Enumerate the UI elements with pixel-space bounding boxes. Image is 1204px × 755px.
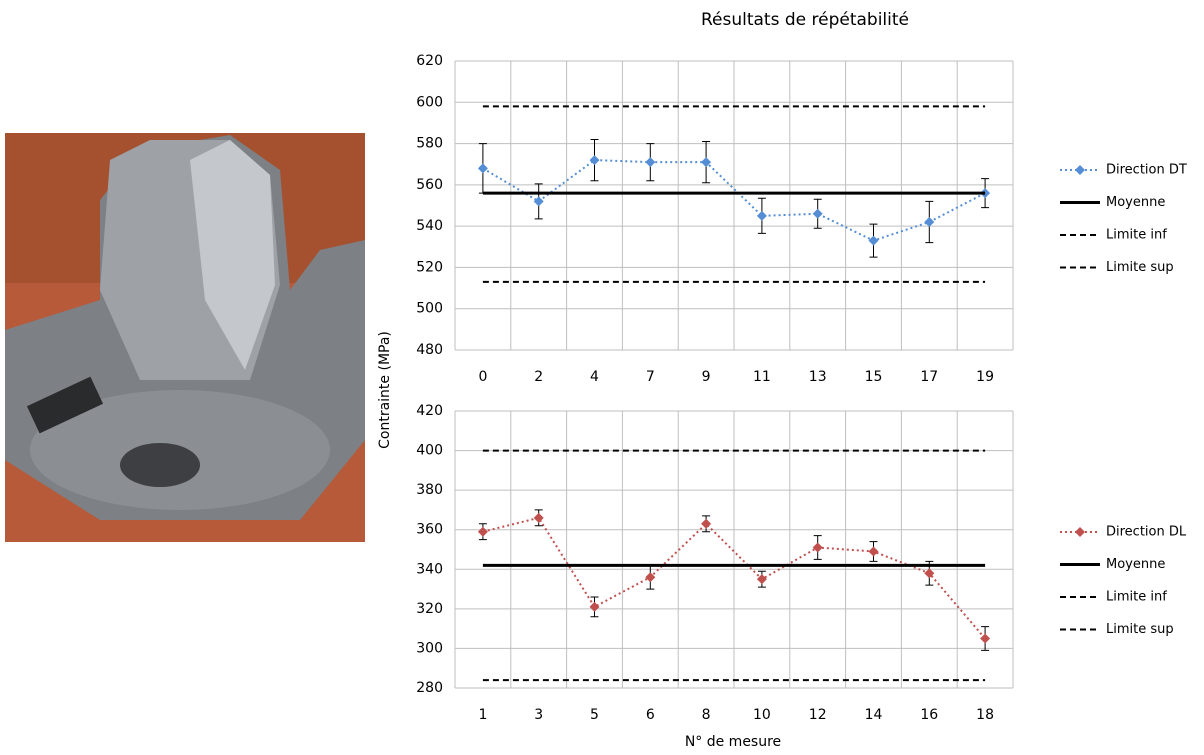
y-tick-label: 340: [416, 561, 443, 577]
series-line: [482, 516, 986, 640]
legend-label: Limite inf: [1106, 590, 1167, 605]
x-tick-label: 7: [646, 369, 655, 385]
data-point: [980, 633, 991, 644]
x-tick-label: 6: [646, 707, 655, 723]
data-point: [645, 157, 656, 168]
y-axis-label: Contrainte (MPa): [377, 331, 393, 449]
data-point: [812, 542, 823, 553]
data-point: [756, 574, 767, 585]
photo: [5, 133, 365, 542]
x-axis-label: N° de mesure: [685, 734, 781, 750]
data-point: [477, 163, 488, 174]
data-point: [924, 217, 935, 228]
y-tick-label: 560: [416, 177, 443, 193]
x-tick-label: 8: [702, 707, 711, 723]
legend-label: Moyenne: [1106, 557, 1165, 572]
legend-label: Direction DT: [1106, 163, 1187, 178]
x-tick-label: 1: [478, 707, 487, 723]
y-tick-label: 580: [416, 136, 443, 152]
data-point: [756, 210, 767, 221]
x-tick-label: 16: [920, 707, 938, 723]
y-tick-label: 520: [416, 259, 443, 275]
data-point: [589, 155, 600, 166]
x-tick-label: 15: [865, 369, 883, 385]
legend-label: Limite sup: [1106, 260, 1174, 275]
y-tick-label: 380: [416, 482, 443, 498]
x-tick-label: 14: [865, 707, 883, 723]
x-tick-label: 19: [976, 369, 994, 385]
x-tick-label: 0: [478, 369, 487, 385]
y-tick-label: 540: [416, 218, 443, 234]
series-line: [482, 159, 986, 242]
data-point: [868, 546, 879, 557]
x-tick-label: 10: [753, 707, 771, 723]
x-tick-label: 2: [534, 369, 543, 385]
data-point: [701, 518, 712, 529]
x-tick-label: 12: [809, 707, 827, 723]
x-tick-label: 9: [702, 369, 711, 385]
y-tick-label: 280: [416, 680, 443, 696]
data-point: [924, 568, 935, 579]
x-tick-label: 3: [534, 707, 543, 723]
data-point: [533, 512, 544, 523]
x-tick-label: 11: [753, 369, 771, 385]
data-point: [868, 235, 879, 246]
y-tick-label: 420: [416, 403, 443, 419]
chart-title: Résultats de répétabilité: [701, 10, 909, 30]
legend-label: Limite sup: [1106, 622, 1174, 637]
x-tick-label: 13: [809, 369, 827, 385]
data-point: [812, 208, 823, 219]
legend-marker: [1075, 527, 1085, 537]
y-tick-label: 300: [416, 640, 443, 656]
data-point: [701, 157, 712, 168]
y-tick-label: 400: [416, 443, 443, 459]
y-tick-label: 360: [416, 522, 443, 538]
y-tick-label: 500: [416, 301, 443, 317]
legend-label: Moyenne: [1106, 195, 1165, 210]
x-tick-label: 5: [590, 707, 599, 723]
x-tick-label: 17: [920, 369, 938, 385]
data-point: [477, 526, 488, 537]
x-tick-label: 4: [590, 369, 599, 385]
data-point: [645, 572, 656, 583]
legend-label: Direction DL: [1106, 525, 1187, 540]
y-tick-label: 320: [416, 601, 443, 617]
legend-label: Limite inf: [1106, 228, 1167, 243]
y-tick-label: 600: [416, 94, 443, 110]
data-point: [589, 601, 600, 612]
legend-marker: [1075, 165, 1085, 175]
y-tick-label: 480: [416, 342, 443, 358]
x-tick-label: 18: [976, 707, 994, 723]
y-tick-label: 620: [416, 53, 443, 69]
data-point: [533, 196, 544, 207]
